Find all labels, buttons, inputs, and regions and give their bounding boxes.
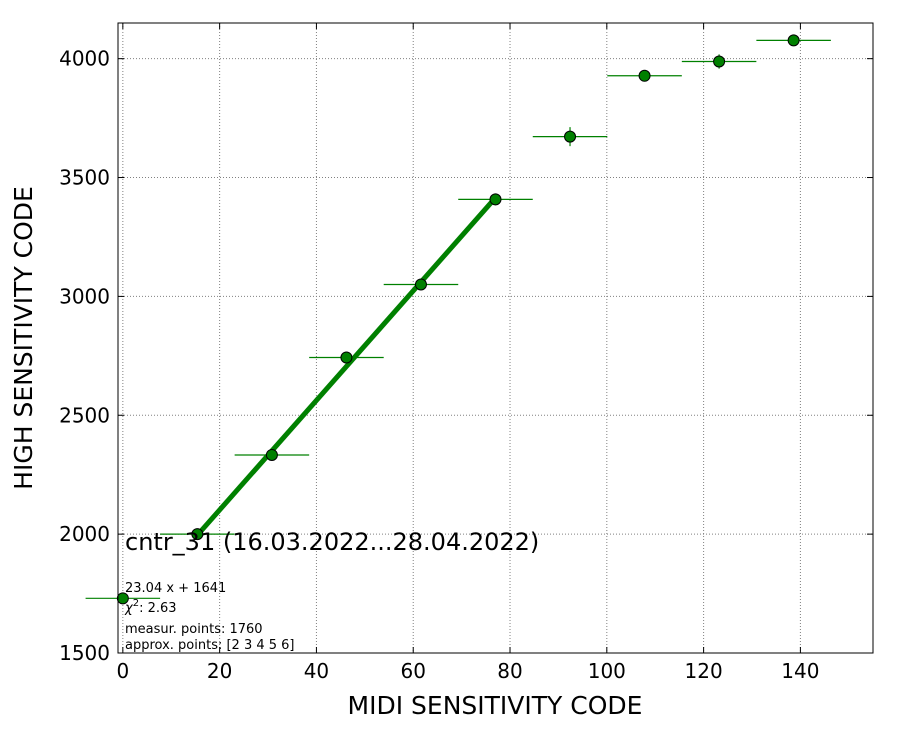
- data-point: [713, 55, 726, 68]
- grid: [118, 23, 873, 654]
- data-point: [787, 34, 800, 47]
- data-points: [116, 34, 800, 605]
- data-point: [414, 278, 427, 291]
- y-tick-label: 3000: [59, 284, 110, 308]
- x-tick-label: 60: [400, 659, 425, 683]
- data-point: [340, 351, 353, 364]
- y-tick-label: 3500: [59, 166, 110, 190]
- chart-title: cntr_31 (16.03.2022...28.04.2022): [125, 528, 539, 556]
- approx-points: approx. points: [2 3 4 5 6]: [125, 638, 295, 653]
- y-tick-label: 1500: [59, 641, 110, 665]
- x-tick-label: 100: [588, 659, 626, 683]
- chi-squared: χ2: 2.63: [124, 598, 177, 616]
- fit-equation: 23.04 x + 1641: [125, 581, 226, 596]
- x-tick-label: 0: [116, 659, 129, 683]
- y-tick-label: 2500: [59, 403, 110, 427]
- data-point: [191, 528, 204, 541]
- x-tick-label: 80: [497, 659, 522, 683]
- measur-points: measur. points: 1760: [125, 622, 263, 637]
- x-tick-label: 40: [304, 659, 329, 683]
- axis-ticks: 0 20 40 60 80 100 120 140 1500 2000 2500 3000 3500 40…: [59, 23, 873, 683]
- data-point: [116, 592, 129, 605]
- x-tick-label: 120: [685, 659, 723, 683]
- data-point: [564, 130, 577, 143]
- chi2-value: : 2.63: [139, 601, 176, 616]
- data-point: [638, 69, 651, 82]
- fit-line-layer: [195, 196, 498, 537]
- error-bars: [85, 39, 831, 599]
- chi2-superscript: 2: [133, 598, 139, 609]
- y-tick-label: 2000: [59, 522, 110, 546]
- data-point: [265, 448, 278, 461]
- y-axis-label: HIGH SENSITIVITY CODE: [9, 186, 38, 490]
- data-point: [489, 193, 502, 206]
- x-tick-label: 140: [781, 659, 819, 683]
- annotation-block: 23.04 x + 1641 χ2: 2.63 measur. points: …: [124, 581, 295, 653]
- fit-line: [195, 196, 498, 537]
- plot-frame: [117, 22, 874, 654]
- x-axis-label: MIDI SENSITIVITY CODE: [348, 691, 643, 720]
- x-tick-label: 20: [207, 659, 232, 683]
- chi2-symbol: χ: [124, 601, 134, 616]
- y-tick-label: 4000: [59, 47, 110, 71]
